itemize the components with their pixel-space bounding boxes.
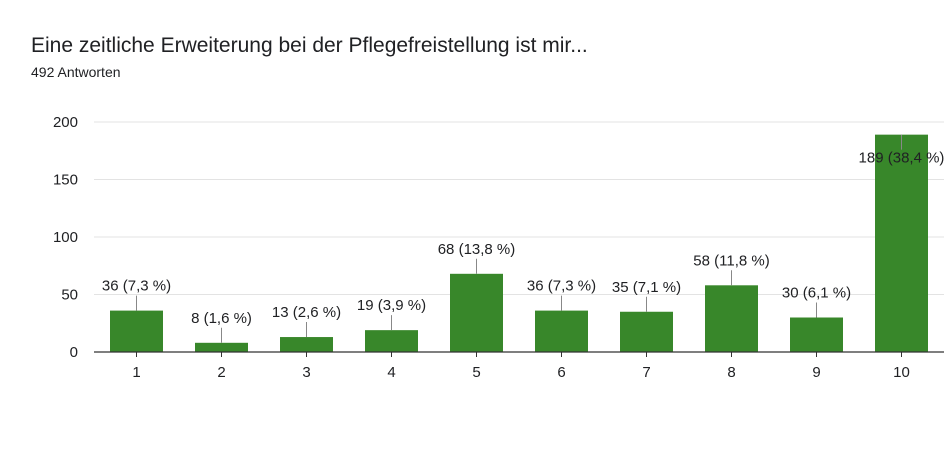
data-label: 36 (7,3 %)	[102, 278, 171, 295]
x-tick-label: 2	[217, 364, 225, 381]
x-tick-label: 6	[557, 364, 565, 381]
x-tick-label: 10	[893, 364, 910, 381]
y-tick-label: 50	[61, 287, 78, 304]
x-tick-label: 1	[132, 364, 140, 381]
x-tick-label: 7	[642, 364, 650, 381]
y-tick-label: 200	[53, 114, 78, 131]
x-tick-label: 9	[812, 364, 820, 381]
x-tick-label: 3	[302, 364, 310, 381]
x-tick-label: 5	[472, 364, 480, 381]
data-label: 36 (7,3 %)	[527, 278, 596, 295]
bar	[875, 134, 928, 352]
bar	[195, 342, 248, 352]
data-label: 189 (38,4 %)	[859, 150, 945, 167]
response-count: 492 Antworten	[31, 64, 121, 80]
data-label: 30 (6,1 %)	[782, 285, 851, 302]
y-tick-label: 150	[53, 172, 78, 189]
bar	[535, 310, 588, 352]
x-tick-label: 8	[727, 364, 735, 381]
data-label: 58 (11,8 %)	[693, 252, 769, 269]
bar	[365, 330, 418, 352]
data-label: 35 (7,1 %)	[612, 279, 681, 296]
x-tick-label: 4	[387, 364, 395, 381]
data-label: 19 (3,9 %)	[357, 297, 426, 314]
data-label: 8 (1,6 %)	[191, 310, 252, 327]
bar	[110, 310, 163, 352]
bar	[620, 311, 673, 352]
data-label: 68 (13,8 %)	[438, 241, 516, 258]
bar	[280, 337, 333, 352]
chart-title: Eine zeitliche Erweiterung bei der Pfleg…	[31, 34, 588, 57]
y-tick-label: 100	[53, 229, 78, 246]
data-label: 13 (2,6 %)	[272, 304, 341, 321]
bar	[450, 273, 503, 352]
bar	[790, 317, 843, 352]
bar	[705, 285, 758, 352]
y-tick-label: 0	[70, 344, 78, 361]
